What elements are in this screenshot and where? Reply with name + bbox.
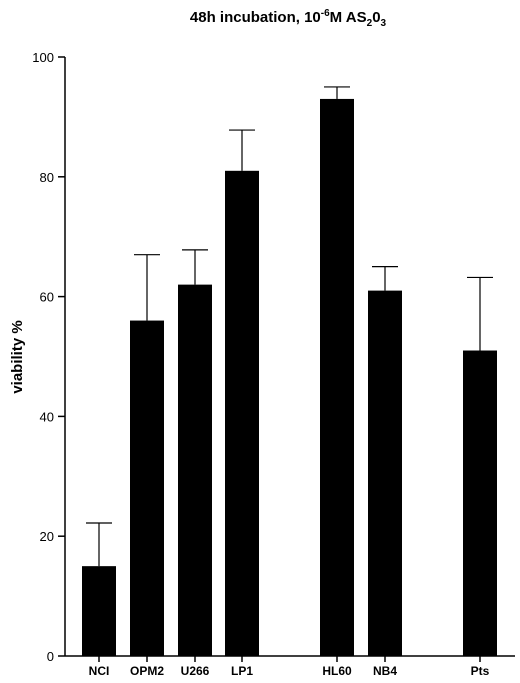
y-tick-label: 80 bbox=[40, 170, 54, 185]
y-tick-label: 0 bbox=[47, 649, 54, 664]
bar bbox=[225, 170, 259, 656]
x-tick-label: NCI bbox=[89, 664, 110, 678]
x-tick-label: HL60 bbox=[322, 664, 352, 678]
x-tick-label: NB4 bbox=[373, 664, 397, 678]
x-tick-label: Pts bbox=[471, 664, 490, 678]
x-tick-label: U266 bbox=[181, 664, 210, 678]
y-axis-label: viability % bbox=[9, 320, 26, 393]
x-tick-labels: NCI OPM2 U266 LP1 HL60 NB4 Pts bbox=[89, 664, 490, 678]
x-tick-label: LP1 bbox=[231, 664, 253, 678]
bar bbox=[178, 284, 212, 656]
bars bbox=[82, 86, 497, 657]
bar bbox=[368, 290, 402, 656]
bar bbox=[130, 320, 164, 656]
bar bbox=[463, 350, 497, 656]
y-tick-label: 40 bbox=[40, 409, 54, 424]
y-tick-label: 60 bbox=[40, 290, 54, 305]
bar bbox=[82, 566, 116, 656]
bar bbox=[320, 98, 354, 657]
y-tick-label: 100 bbox=[32, 50, 54, 65]
y-tick-label: 20 bbox=[40, 529, 54, 544]
chart-title: 48h incubation, 10-6M AS203 bbox=[190, 8, 387, 29]
x-tick-label: OPM2 bbox=[130, 664, 164, 678]
